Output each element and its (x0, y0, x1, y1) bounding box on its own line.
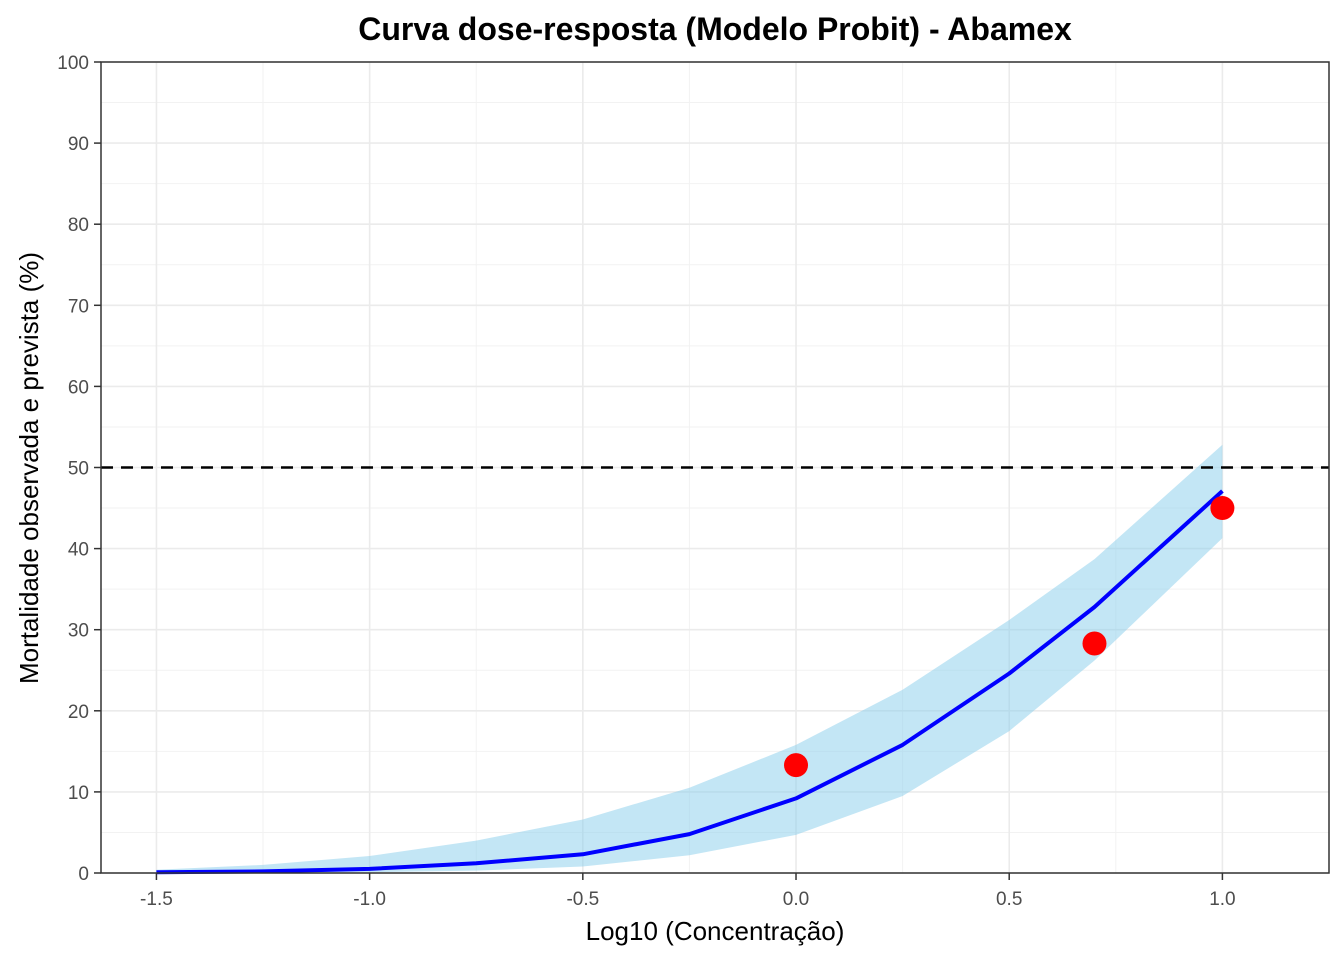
observed-point (1082, 631, 1107, 656)
y-tick-label: 90 (68, 134, 89, 155)
y-tick-label: 70 (68, 296, 89, 317)
y-tick-label: 20 (68, 702, 89, 723)
x-tick-label: -1.0 (353, 889, 386, 910)
y-axis-ticks: 0 10 20 30 40 50 60 70 80 90 100 (57, 53, 101, 885)
observed-point (1210, 496, 1235, 521)
fitted-curve-layer (156, 489, 1224, 875)
confidence-band-layer (156, 444, 1223, 873)
y-tick-label: 100 (57, 53, 89, 74)
x-tick-label: 1.0 (1209, 889, 1235, 910)
x-tick-label: -0.5 (566, 889, 599, 910)
y-tick-label: 40 (68, 540, 89, 561)
y-tick-label: 30 (68, 621, 89, 642)
y-tick-label: 50 (68, 459, 89, 480)
chart-title: Curva dose-resposta (Modelo Probit) - Ab… (358, 11, 1072, 47)
x-tick-label: 0.5 (996, 889, 1022, 910)
y-tick-label: 10 (68, 783, 89, 804)
confidence-band (156, 444, 1223, 873)
y-axis-label: Mortalidade observada e prevista (%) (14, 252, 44, 684)
x-tick-label: 0.0 (783, 889, 809, 910)
observed-point (784, 753, 809, 778)
observed-points-layer (784, 496, 1235, 778)
x-tick-label: -1.5 (140, 889, 173, 910)
x-axis-ticks: -1.5 -1.0 -0.5 0.0 0.5 1.0 (140, 873, 1236, 910)
x-axis-label: Log10 (Concentração) (586, 916, 845, 946)
fitted-curve (156, 489, 1224, 875)
y-tick-label: 60 (68, 377, 89, 398)
y-tick-label: 0 (78, 864, 89, 885)
y-tick-label: 80 (68, 215, 89, 236)
